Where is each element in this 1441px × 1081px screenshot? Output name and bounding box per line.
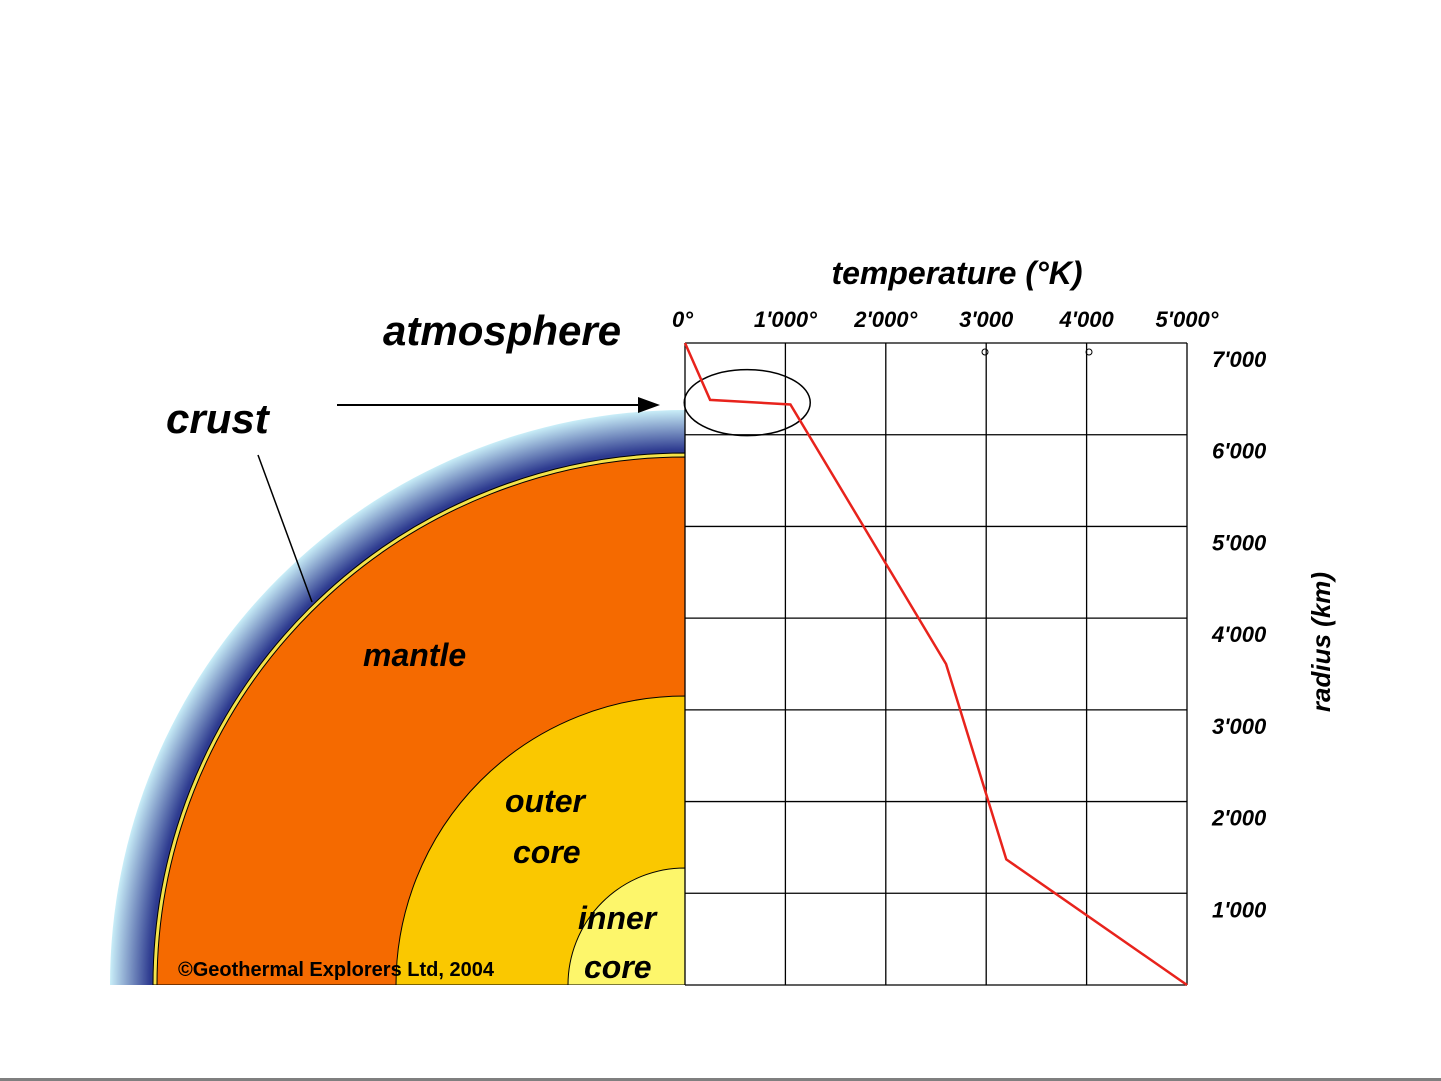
inner-core-layer bbox=[567, 867, 685, 985]
grid-dot-marker bbox=[981, 348, 989, 356]
mantle-label: mantle bbox=[363, 637, 466, 673]
x-tick-label: 3'000 bbox=[959, 307, 1014, 332]
crust-label: crust bbox=[166, 395, 271, 442]
inner-core-label-line2: core bbox=[584, 949, 652, 985]
y-tick-label: 2'000 bbox=[1211, 806, 1267, 831]
earth-cross-section bbox=[110, 410, 685, 985]
crust-leader-line bbox=[257, 454, 313, 603]
copyright-notice: ©Geothermal Explorers Ltd, 2004 bbox=[178, 959, 495, 981]
crust-highlight-ellipse bbox=[683, 368, 811, 437]
y-axis-label: radius (km) bbox=[1306, 572, 1336, 712]
y-tick-label: 3'000 bbox=[1212, 714, 1267, 739]
grid-dot-marker bbox=[1085, 348, 1093, 356]
chart-title: temperature (°K) bbox=[831, 255, 1082, 291]
outer-core-label-line1: outer bbox=[505, 783, 587, 819]
atmosphere-label: atmosphere bbox=[383, 307, 621, 354]
temperature-chart: 0° 1'000° 2'000° 3'000 4'000 5'000° 7'000 6'000… bbox=[672, 255, 1336, 987]
temperature-series-line bbox=[683, 342, 1188, 987]
inner-core-label-line1: inner bbox=[578, 900, 658, 936]
x-tick-label: 1'000° bbox=[754, 307, 817, 332]
bottom-border bbox=[0, 1078, 1441, 1081]
outer-core-label-line2: core bbox=[513, 834, 581, 870]
x-tick-label: 4'000 bbox=[1059, 307, 1115, 332]
x-tick-label: 2'000° bbox=[853, 307, 917, 332]
y-tick-label: 7'000 bbox=[1212, 347, 1267, 372]
y-tick-label: 5'000 bbox=[1212, 530, 1267, 555]
y-tick-label: 1'000 bbox=[1212, 897, 1267, 922]
x-tick-label: 0° bbox=[672, 307, 693, 332]
y-tick-label: 4'000 bbox=[1211, 622, 1267, 647]
chart-grid bbox=[684, 342, 1188, 986]
chart-ticks: 0° 1'000° 2'000° 3'000 4'000 5'000° 7'000 6'000… bbox=[672, 307, 1267, 922]
x-tick-label: 5'000° bbox=[1156, 307, 1219, 332]
crust-arrowhead bbox=[638, 397, 660, 413]
y-tick-label: 6'000 bbox=[1212, 439, 1267, 464]
